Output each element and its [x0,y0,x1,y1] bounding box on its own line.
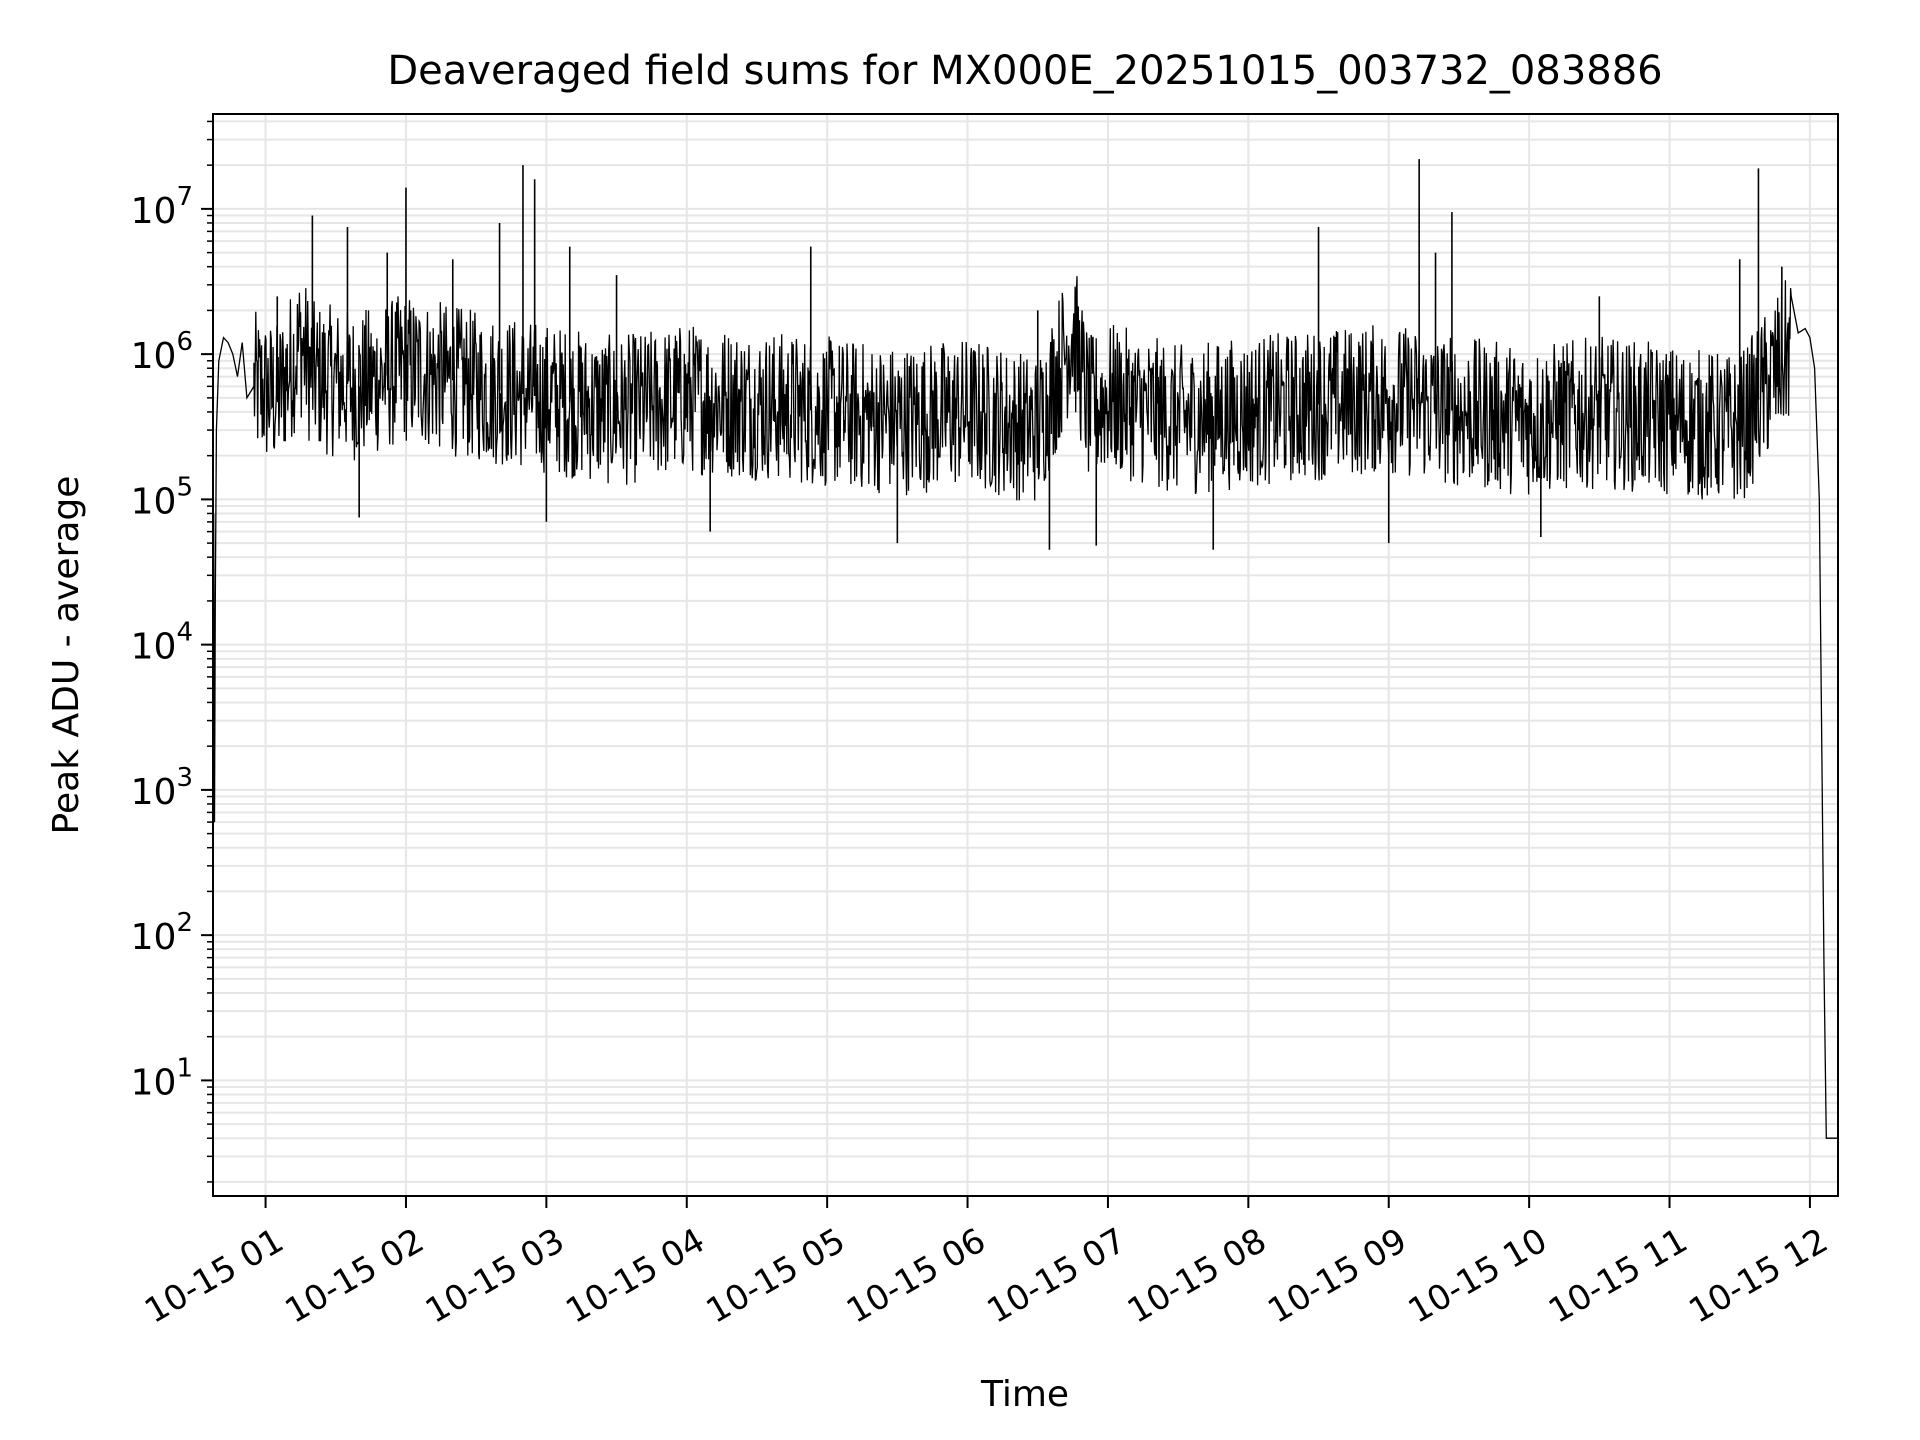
plot-area-frame [212,113,1839,1197]
y-tick-exponent: 3 [176,763,193,793]
y-axis-label: Peak ADU - average [46,476,87,835]
y-tick-exponent: 2 [176,908,193,938]
y-tick-base: 10 [131,1062,177,1103]
x-axis-label: Time [980,1374,1069,1415]
grid [213,114,1838,1196]
y-tick-exponent: 4 [176,618,193,648]
y-tick-label: 101 [131,1053,193,1103]
y-tick-label: 102 [131,908,193,958]
y-tick-label: 106 [131,327,193,377]
y-tick-base: 10 [131,917,177,958]
y-tick-base: 10 [131,627,177,668]
y-tick-exponent: 7 [176,182,193,212]
y-tick-label: 104 [131,618,193,668]
y-tick-label: 103 [131,763,193,813]
y-tick-exponent: 1 [176,1053,193,1083]
series-line [213,276,1838,1182]
chart-title: Deaveraged field sums for MX000E_2025101… [387,48,1662,94]
y-tick-base: 10 [131,191,177,232]
y-tick-label: 105 [131,472,193,522]
series-layer [213,159,1838,1182]
y-tick-base: 10 [131,336,177,377]
y-tick-base: 10 [131,772,177,813]
y-tick-exponent: 5 [176,472,193,502]
y-tick-base: 10 [131,481,177,522]
y-tick-label: 107 [131,182,193,232]
y-tick-exponent: 6 [176,327,193,357]
